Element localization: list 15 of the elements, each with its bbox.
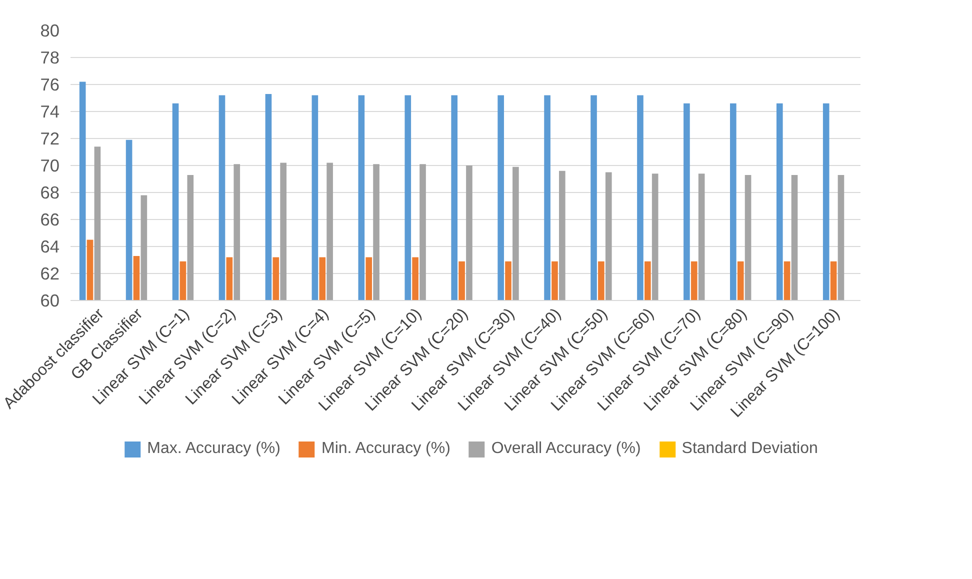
y-tick-label: 64 bbox=[40, 236, 60, 256]
y-tick-label: 78 bbox=[40, 48, 60, 68]
y-tick-label: 66 bbox=[40, 210, 60, 230]
y-tick-label: 72 bbox=[40, 128, 60, 148]
y-tick-label: 70 bbox=[40, 156, 60, 176]
legend-label: Max. Accuracy (%) bbox=[147, 440, 280, 458]
legend-label: Standard Deviation bbox=[682, 440, 818, 458]
y-tick-label: 60 bbox=[40, 290, 60, 310]
y-tick-label: 62 bbox=[40, 264, 60, 284]
y-tick-label: 68 bbox=[40, 182, 60, 202]
y-tick-label: 74 bbox=[40, 102, 60, 122]
y-tick-label: 76 bbox=[40, 74, 60, 94]
legend-label: Overall Accuracy (%) bbox=[491, 440, 641, 458]
legend-label: Min. Accuracy (%) bbox=[321, 440, 450, 458]
y-tick-label: 80 bbox=[40, 20, 60, 40]
